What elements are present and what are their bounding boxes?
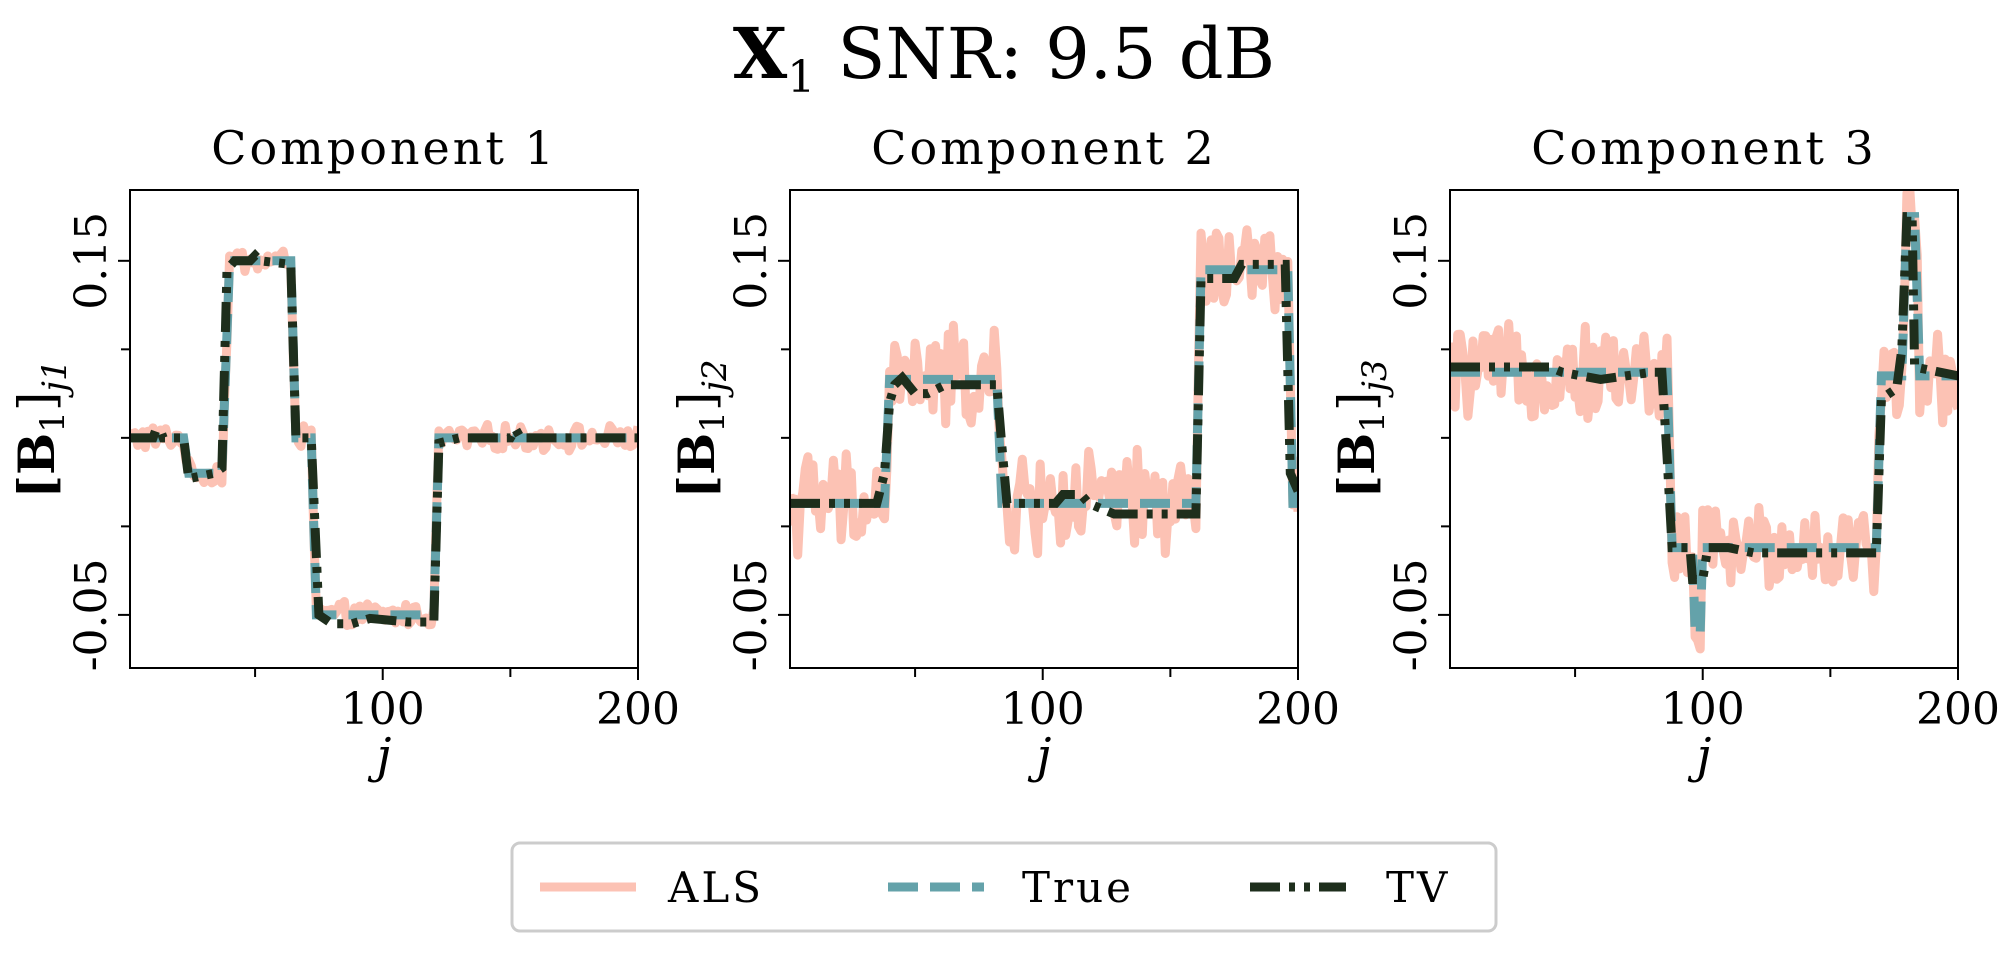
y-label-sub: 1 (1353, 411, 1393, 433)
y-label-index: j3 (1355, 359, 1395, 398)
legend-label-als: ALS (667, 863, 764, 912)
y-label-bracket: ] (1328, 392, 1386, 412)
x-tick-label: 100 (341, 684, 425, 735)
panel-component-1: 100 200 -0.05 0.15 Component 1 j [B1]j1 (7, 121, 680, 784)
y-tick-label: 0.15 (66, 212, 117, 310)
y-label-main: [B (667, 433, 726, 499)
legend-label-tv: TV (1386, 863, 1450, 912)
axes-frame (789, 189, 1299, 669)
plot-area (1450, 190, 1958, 654)
y-label-sub: 1 (33, 411, 73, 433)
legend: ALS True TV (510, 841, 1498, 933)
figure-title-main: X (733, 12, 788, 95)
x-tick-label: 200 (1256, 684, 1340, 735)
x-tick-label: 200 (1916, 684, 2000, 735)
panel-component-3: 100 200 -0.05 0.15 Component 3 j [B1]j3 (1327, 121, 2000, 784)
figure-title-rest: SNR: 9.5 dB (815, 13, 1275, 95)
x-axis-label: j (1688, 728, 1712, 784)
y-axis-label: [B1]j3 (1327, 359, 1395, 498)
plot-area (130, 246, 638, 630)
axes-frame (129, 189, 639, 669)
y-tick-label: -0.05 (66, 558, 117, 671)
y-label-index: j1 (35, 359, 75, 398)
x-tick-label: 200 (596, 684, 680, 735)
y-label-sub: 1 (693, 411, 733, 433)
series-tv-line (1450, 212, 1958, 584)
plot-area (790, 225, 1298, 560)
panel-title: Component 3 (1531, 121, 1877, 175)
series-als-line (1450, 190, 1958, 654)
axes-frame (1449, 189, 1959, 669)
legend-frame (510, 841, 1498, 933)
y-axis-label: [B1]j2 (667, 359, 735, 498)
y-label-main: [B (1327, 433, 1386, 499)
y-label-main: [B (7, 433, 66, 499)
y-tick-label: -0.05 (1386, 558, 1437, 671)
figure-title-sub: 1 (787, 52, 815, 103)
series-true-line (1450, 212, 1958, 638)
x-axis-label: j (368, 728, 392, 784)
series-true-line (130, 256, 638, 620)
y-tick-label: -0.05 (726, 558, 777, 671)
x-tick-label: 100 (1001, 684, 1085, 735)
panel-title: Component 1 (211, 121, 557, 175)
series-tv-line (130, 249, 638, 629)
y-label-index: j2 (695, 359, 735, 398)
panel-title: Component 2 (871, 121, 1217, 175)
y-axis-label: [B1]j1 (7, 359, 75, 498)
x-tick-label: 100 (1661, 684, 1745, 735)
y-tick-label: 0.15 (726, 212, 777, 310)
y-label-bracket: ] (668, 392, 726, 412)
figure-title: X1 SNR: 9.5 dB (733, 12, 1275, 103)
legend-label-true: True (1022, 863, 1134, 912)
y-tick-label: 0.15 (1386, 212, 1437, 310)
panel-component-2: 100 200 -0.05 0.15 Component 2 j [B1]j2 (667, 121, 1340, 784)
series-tv-line (790, 259, 1298, 519)
x-axis-label: j (1028, 728, 1052, 784)
y-label-bracket: ] (8, 392, 66, 412)
